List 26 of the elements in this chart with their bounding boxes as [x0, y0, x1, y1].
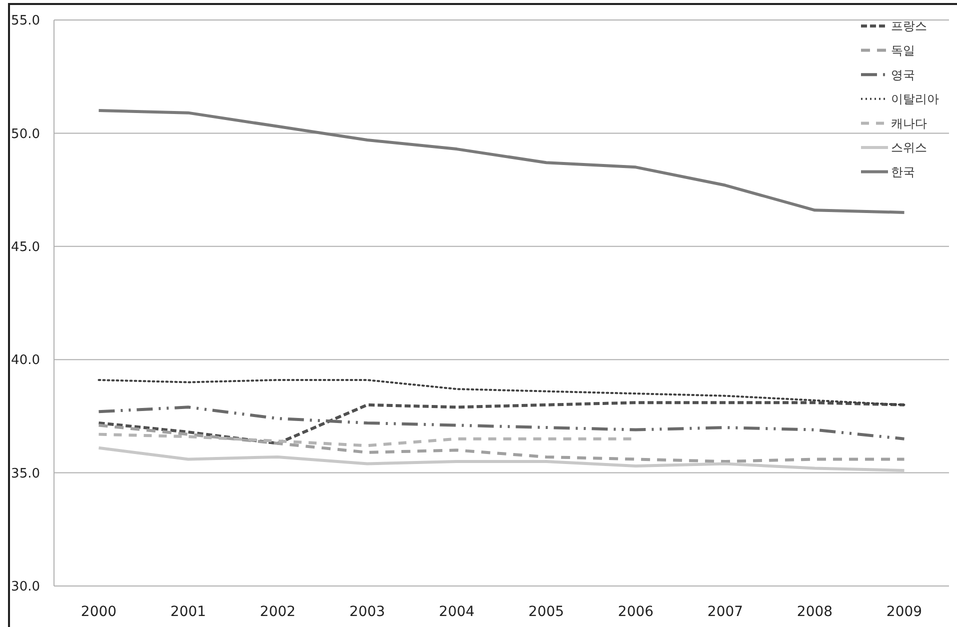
line-series [97, 424, 906, 463]
x-tick-label: 2004 [438, 604, 475, 620]
legend-label: 이탈리아 [891, 92, 939, 106]
x-tick-label: 2006 [618, 604, 654, 620]
x-tick-label: 2003 [349, 604, 386, 620]
line-series [98, 378, 906, 406]
y-tick-label: 55.0 [11, 14, 40, 29]
x-tick-label: 2001 [170, 604, 206, 620]
legend-label: 스위스 [891, 140, 927, 155]
legend-label: 캐나다 [891, 116, 927, 130]
legend-label: 독일 [891, 44, 915, 58]
x-tick-label: 2005 [528, 604, 564, 620]
x-tick-label: 2008 [796, 604, 833, 620]
y-tick-label: 50.0 [11, 126, 40, 142]
y-tick-label: 35.0 [11, 466, 40, 482]
legend-label: 프랑스 [891, 19, 927, 34]
x-tick-label: 2000 [80, 604, 117, 620]
y-tick-label: 40.0 [11, 353, 40, 368]
x-tick-label: 2007 [707, 604, 744, 620]
legend-label: 영국 [891, 68, 915, 82]
x-tick-label: 2009 [886, 604, 922, 620]
y-tick-label: 30.0 [11, 580, 40, 595]
legend-label: 한국 [891, 165, 915, 179]
x-tick-label: 2002 [260, 604, 296, 620]
y-tick-label: 45.0 [11, 240, 40, 255]
line-series [97, 446, 906, 472]
